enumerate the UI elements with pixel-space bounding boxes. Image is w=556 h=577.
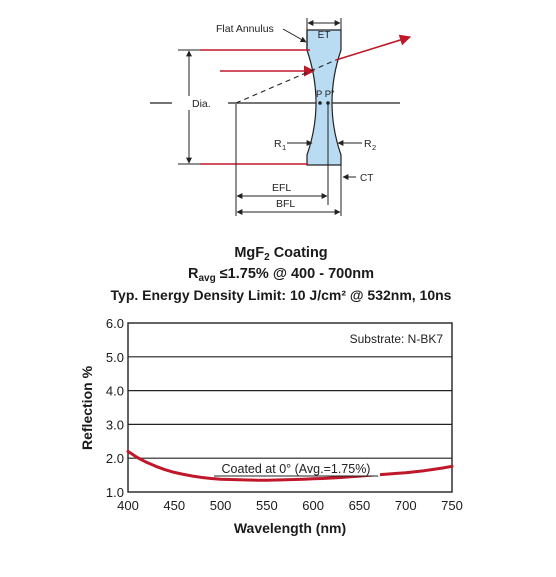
r2-label: R — [364, 138, 372, 150]
avg-annotation: Coated at 0° (Avg.=1.75%) — [222, 462, 371, 476]
x-axis-label: Wavelength (nm) — [234, 520, 346, 536]
y-tick-label: 6.0 — [106, 316, 124, 331]
efl-label: EFL — [272, 182, 291, 194]
coating-title: MgF2 Coating — [234, 245, 327, 263]
bfl-label: BFL — [276, 198, 295, 210]
dia-label: Dia. — [192, 98, 211, 110]
y-tick-label: 3.0 — [106, 417, 124, 432]
top-ray-out — [335, 34, 412, 61]
x-tick-label: 600 — [302, 498, 324, 513]
x-tick-label: 400 — [117, 498, 139, 513]
y-axis-label: Reflection % — [79, 365, 95, 450]
y-tick-label: 2.0 — [106, 451, 124, 466]
et-label: ET — [318, 30, 331, 41]
principal-point-2 — [326, 101, 330, 105]
y-tick-label: 1.0 — [106, 485, 124, 500]
virtual-ray-extension — [235, 59, 337, 104]
plot-frame — [127, 322, 453, 493]
x-tick-label: 500 — [210, 498, 232, 513]
x-tick-label: 450 — [163, 498, 185, 513]
energy-density-limit: Typ. Energy Density Limit: 10 J/cm² @ 53… — [111, 287, 452, 303]
x-tick-label: 750 — [441, 498, 463, 513]
ct-label: CT — [360, 173, 373, 184]
reflection-chart: 1.0 2.0 3.0 4.0 5.0 6.0 400 450 500 550 600 650 700… — [79, 316, 463, 536]
reflection-curve — [126, 449, 454, 482]
r1-subscript: 1 — [282, 143, 286, 152]
principal-point-1 — [318, 101, 322, 105]
substrate-label: Substrate: N-BK7 — [350, 332, 444, 346]
y-tick-label: 5.0 — [106, 350, 124, 365]
flat-annulus-leader — [282, 28, 307, 43]
x-tick-label: 650 — [349, 498, 371, 513]
r2-subscript: 2 — [372, 143, 376, 152]
r1-label: R — [274, 138, 282, 150]
flat-annulus-label: Flat Annulus — [216, 23, 274, 35]
y-tick-label: 4.0 — [106, 384, 124, 399]
principal-points-label: P P" — [316, 89, 335, 100]
x-tick-label: 700 — [395, 498, 417, 513]
ravg-spec: Ravg ≤1.75% @ 400 - 700nm — [188, 266, 374, 284]
coating-header: MgF2 Coating Ravg ≤1.75% @ 400 - 700nm T… — [111, 245, 452, 303]
x-tick-label: 550 — [256, 498, 278, 513]
lens-diagram: ET Flat Annulus Dia. P P" R 1 R 2 CT — [150, 18, 412, 216]
